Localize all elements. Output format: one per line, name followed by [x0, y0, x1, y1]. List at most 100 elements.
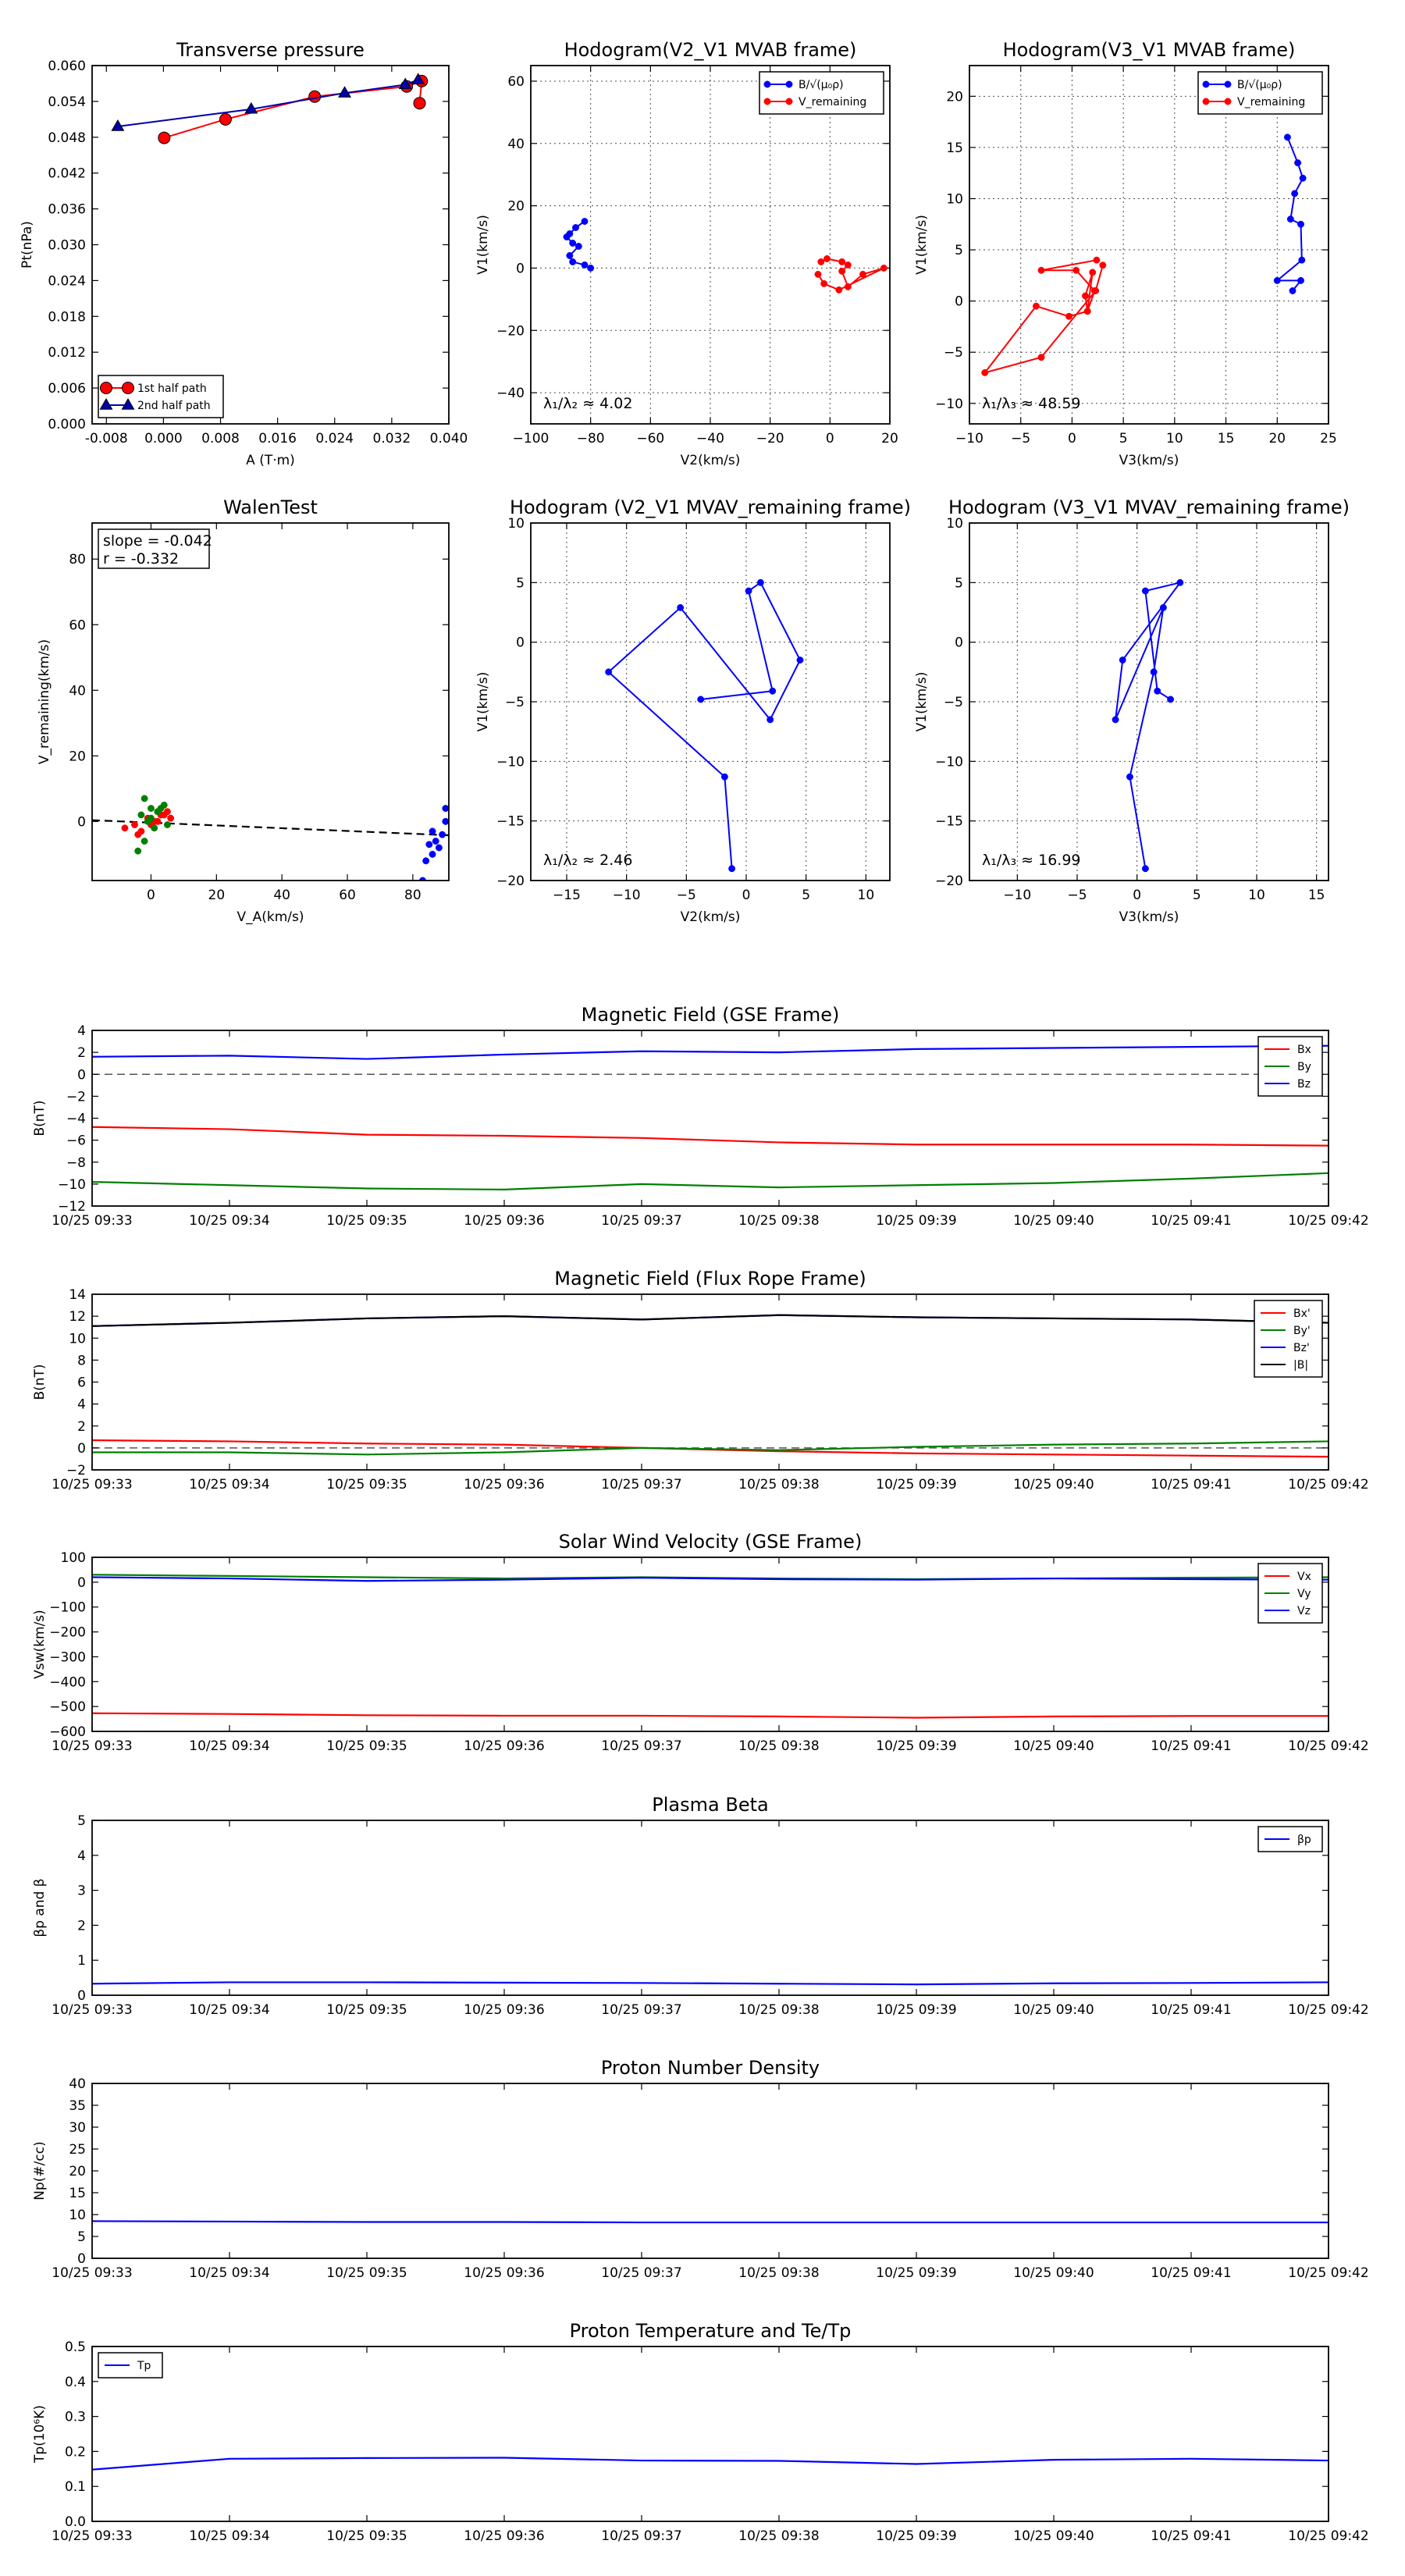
chart-solar_wind_velocity: Solar Wind Velocity (GSE Frame) 10/25 09:…	[32, 1531, 1369, 1754]
x-tick-label: 60	[339, 888, 356, 903]
y-tick-label: −600	[49, 1724, 86, 1740]
series-line	[983, 259, 1104, 375]
plot-frame	[91, 522, 450, 881]
y-tick-label: 0.1	[65, 2479, 86, 2495]
series-line	[92, 2220, 1329, 2224]
series-line	[92, 1712, 1329, 1719]
y-tick-label: 2	[77, 1419, 86, 1435]
series-Tp	[92, 2457, 1329, 2471]
x-tick-label: 40	[273, 888, 290, 903]
legend-marker	[122, 382, 134, 394]
data-point	[1092, 287, 1100, 294]
y-tick-label: −400	[49, 1674, 86, 1690]
series-line	[92, 1126, 1329, 1147]
data-point	[823, 255, 831, 262]
x-tick-label: 10/25 09:34	[189, 2528, 269, 2544]
chart-title: Hodogram(V3_V1 MVAB frame)	[1003, 39, 1296, 61]
data-point	[1167, 696, 1175, 703]
x-tick-label: −20	[756, 431, 784, 447]
series-line	[92, 1440, 1329, 1456]
data-point	[563, 233, 571, 240]
data-point	[569, 258, 577, 265]
data-point	[151, 824, 158, 832]
data-point	[605, 668, 613, 676]
legend-label: By'	[1293, 1325, 1311, 1337]
fit-line	[92, 819, 449, 837]
series-line	[1115, 581, 1183, 869]
legend-label: |B|	[1293, 1359, 1308, 1372]
legend-label: Bx	[1297, 1044, 1311, 1056]
data-point	[131, 821, 138, 829]
chart-title: Proton Number Density	[601, 2057, 820, 2079]
y-tick-label: −2	[66, 1089, 86, 1105]
x-tick-label: −100	[513, 431, 550, 447]
x-tick-label: 20	[881, 431, 898, 447]
legend-label: Tp	[137, 2360, 151, 2372]
data-point	[1286, 215, 1294, 223]
data-point	[1159, 603, 1167, 611]
y-axis-label: βp and β	[32, 1878, 48, 1937]
y-tick-label: 25	[69, 2142, 86, 2158]
x-tick-label: 10/25 09:38	[738, 1477, 819, 1493]
chart-title: Hodogram (V3_V1 MVAV_remaining frame)	[948, 496, 1350, 518]
data-point	[1299, 174, 1307, 182]
x-tick-label: 10/25 09:33	[52, 2528, 132, 2544]
chart-title: WalenTest	[223, 496, 318, 518]
legend-label: Vy	[1297, 1588, 1311, 1600]
plot-area	[111, 73, 429, 144]
data-point	[1065, 312, 1072, 320]
data-point	[121, 824, 129, 832]
x-axis-label: V3(km/s)	[1119, 909, 1179, 925]
x-tick-label: −60	[636, 431, 664, 447]
legend-marker	[785, 80, 793, 88]
data-point	[137, 811, 145, 819]
legend-marker	[785, 98, 793, 105]
legend: βp	[1257, 1826, 1323, 1852]
y-tick-label: −500	[49, 1699, 86, 1715]
series-line	[1275, 137, 1304, 292]
data-point	[587, 264, 595, 272]
x-tick-label: 10/25 09:33	[52, 2002, 132, 2018]
y-tick-label: −20	[496, 873, 525, 889]
x-axis-label: A (T·m)	[246, 453, 295, 468]
data-point	[697, 696, 705, 703]
data-point	[425, 841, 433, 849]
data-point	[442, 805, 449, 813]
data-point	[1037, 354, 1045, 361]
x-tick-label: −5	[1067, 888, 1087, 903]
chart-magnetic_field_gse: Magnetic Field (GSE Frame) 10/25 09:33 10/…	[32, 1004, 1369, 1229]
y-tick-label: −40	[496, 386, 525, 401]
legend-label: Bz	[1297, 1078, 1311, 1091]
data-point	[308, 90, 322, 103]
y-tick-label: 0.018	[48, 309, 86, 325]
series-B/√(μ₀ρ)	[563, 218, 595, 272]
x-tick-label: 10/25 09:38	[738, 1738, 819, 1754]
legend-marker	[121, 397, 135, 410]
data-point	[1083, 308, 1091, 315]
chart-magnetic_field_flux_rope: Magnetic Field (Flux Rope Frame) 10/25 09…	[32, 1268, 1369, 1493]
series-line	[92, 1576, 1329, 1582]
x-tick-label: 0.000	[144, 431, 183, 447]
x-tick-label: 10/25 09:42	[1288, 2002, 1368, 2018]
y-axis-label: Vsw(km/s)	[32, 1610, 48, 1679]
y-tick-label: 40	[69, 683, 86, 699]
chart-proton_number_density: Proton Number Density 10/25 09:33 10/25 09…	[32, 2057, 1369, 2281]
x-tick-label: 0.024	[315, 431, 354, 447]
chart-proton_temperature: Proton Temperature and Te/Tp 10/25 09:33 1…	[32, 2320, 1369, 2544]
legend-label: Bx'	[1293, 1308, 1311, 1320]
x-tick-label: 10/25 09:41	[1151, 1738, 1231, 1754]
y-tick-label: 0	[77, 1067, 86, 1083]
legend-label: B/√(μ₀ρ)	[799, 79, 844, 91]
y-tick-label: 5	[516, 575, 525, 591]
x-tick-label: 10/25 09:38	[738, 2528, 819, 2544]
x-tick-label: 10/25 09:35	[326, 2528, 407, 2544]
series-2	[419, 805, 449, 881]
y-tick-label: 20	[946, 89, 963, 105]
x-tick-label: 10/25 09:35	[326, 2265, 407, 2281]
legend-label: V_remaining	[1237, 96, 1305, 109]
data-point	[134, 847, 142, 855]
plot-area	[92, 2457, 1329, 2471]
x-tick-label: 10/25 09:37	[601, 2265, 681, 2281]
x-tick-label: 10/25 09:40	[1013, 1738, 1094, 1754]
y-tick-label: 0	[77, 1441, 86, 1457]
